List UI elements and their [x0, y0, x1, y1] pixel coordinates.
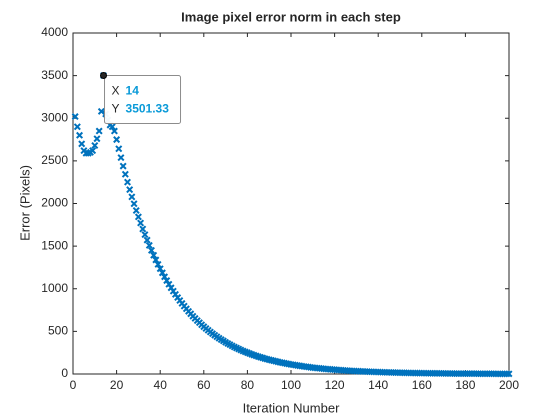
y-tick-label: 3500 [41, 68, 68, 82]
y-tick-label: 2000 [41, 196, 68, 210]
marker [93, 135, 101, 143]
datatip-x-label: X [112, 84, 120, 98]
marker [156, 265, 164, 273]
marker [71, 113, 79, 121]
marker [132, 206, 140, 214]
marker [73, 123, 81, 131]
marker [89, 147, 97, 155]
datatip-y-label: Y [112, 102, 120, 116]
marker [143, 236, 151, 244]
marker [113, 136, 121, 144]
y-tick-label: 2500 [41, 153, 68, 167]
datatip-x-value: 14 [126, 84, 140, 98]
marker [505, 370, 513, 378]
marker [150, 251, 158, 259]
marker [115, 145, 123, 153]
y-tick-label: 500 [48, 324, 68, 338]
marker [154, 260, 162, 268]
marker [95, 127, 103, 135]
marker [147, 246, 155, 254]
marker [137, 219, 145, 227]
y-axis-label: Error (Pixels) [17, 165, 32, 241]
x-tick-label: 60 [197, 378, 211, 392]
marker [158, 269, 166, 277]
y-tick-label: 3000 [41, 110, 68, 124]
marker [126, 186, 134, 194]
marker [163, 277, 171, 285]
marker [119, 162, 127, 170]
marker [78, 140, 86, 148]
datatip-y-value: 3501.33 [126, 102, 170, 116]
marker [110, 127, 118, 135]
x-tick-label: 100 [281, 378, 301, 392]
x-tick-label: 160 [412, 378, 432, 392]
x-tick-label: 0 [70, 378, 77, 392]
marker [141, 231, 149, 239]
x-tick-label: 200 [499, 378, 519, 392]
y-tick-label: 1000 [41, 281, 68, 295]
x-tick-label: 20 [110, 378, 124, 392]
marker [108, 123, 116, 131]
x-tick-label: 180 [455, 378, 475, 392]
marker [139, 225, 147, 233]
marker [152, 256, 160, 264]
marker [503, 370, 511, 378]
marker [76, 131, 84, 139]
marker [91, 142, 99, 150]
chart-title: Image pixel error norm in each step [181, 9, 401, 24]
y-tick-label: 1500 [41, 238, 68, 252]
x-tick-label: 40 [154, 378, 168, 392]
marker [134, 213, 142, 221]
marker [128, 193, 136, 201]
x-tick-label: 140 [368, 378, 388, 392]
marker [117, 154, 125, 162]
marker [97, 107, 105, 115]
marker [145, 241, 153, 249]
y-tick-label: 0 [61, 366, 68, 380]
x-tick-label: 80 [241, 378, 255, 392]
marker [123, 178, 132, 186]
datatip-box [104, 75, 182, 125]
x-axis-label: Iteration Number [243, 400, 340, 415]
x-tick-label: 120 [325, 378, 345, 392]
datatip-point [100, 72, 108, 80]
datatip: X 14 Y 3501.33 [100, 72, 182, 125]
y-tick-label: 4000 [41, 25, 68, 39]
marker [130, 200, 138, 208]
marker [161, 273, 169, 281]
marker [121, 170, 129, 178]
